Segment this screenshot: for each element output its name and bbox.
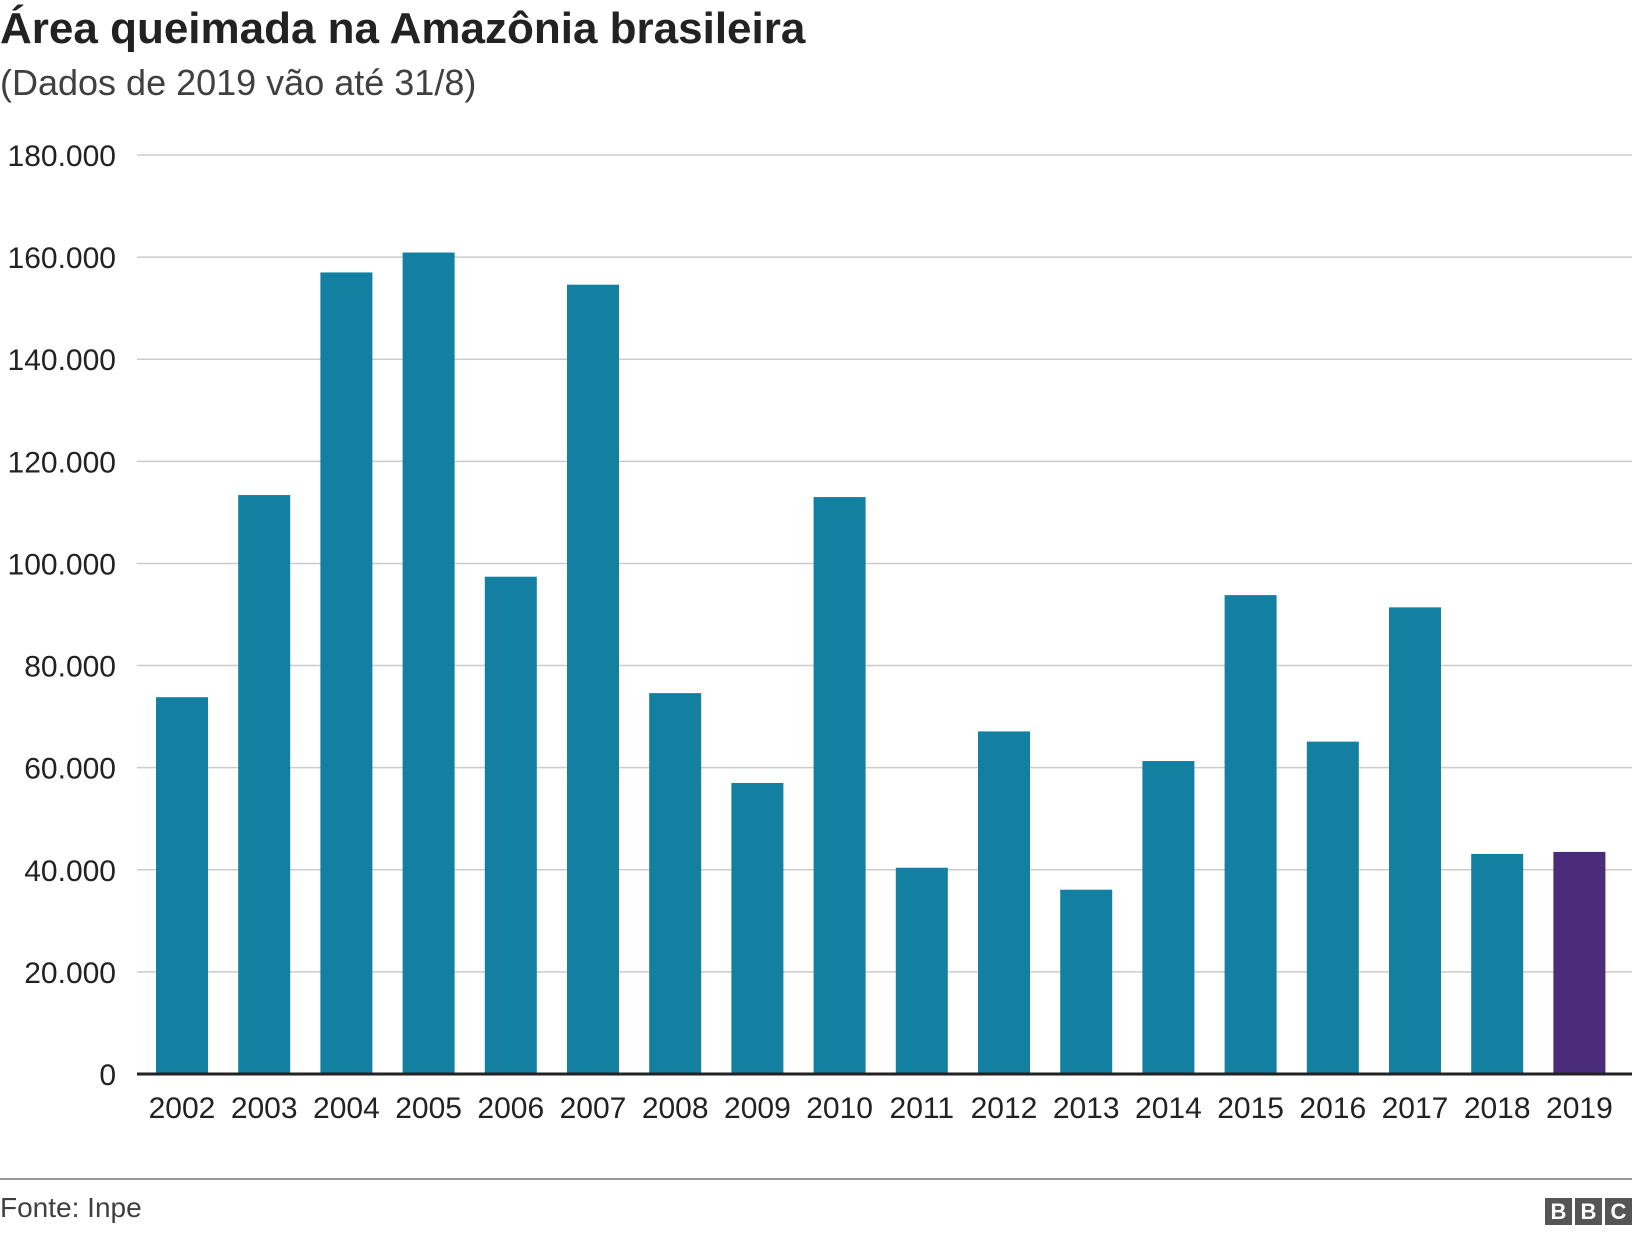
bar-2016	[1306, 741, 1359, 1074]
bar-2008	[649, 693, 702, 1074]
bar-2010	[813, 497, 866, 1074]
bar-2014	[1142, 761, 1195, 1074]
x-tick-label: 2006	[477, 1092, 544, 1125]
bbc-logo-letter: C	[1605, 1198, 1632, 1225]
bar-2002	[156, 697, 208, 1074]
bar-2011	[895, 867, 948, 1074]
x-tick-label: 2017	[1382, 1092, 1449, 1125]
x-tick-label: 2003	[231, 1092, 298, 1125]
x-tick-label: 2019	[1546, 1092, 1613, 1125]
x-tick-label: 2007	[560, 1092, 627, 1125]
x-tick-label: 2011	[890, 1092, 955, 1125]
bbc-logo-letter: B	[1575, 1198, 1602, 1225]
x-tick-label: 2002	[149, 1092, 216, 1125]
x-tick-label: 2004	[313, 1092, 380, 1125]
y-tick-label: 160.000	[8, 242, 116, 275]
x-tick-label: 2018	[1464, 1092, 1531, 1125]
y-axis-ticks: 0 20.000 40.000 60.000 80.000 100.000 120.000 1…	[8, 140, 116, 1092]
x-tick-label: 2014	[1135, 1092, 1202, 1125]
y-tick-label: 20.000	[24, 957, 116, 990]
bar-2009	[731, 782, 784, 1074]
bar-2006	[484, 576, 537, 1074]
x-tick-label: 2009	[724, 1092, 791, 1125]
bbc-logo-letter: B	[1545, 1198, 1572, 1225]
x-tick-label: 2012	[971, 1092, 1038, 1125]
y-tick-label: 40.000	[24, 855, 116, 888]
bar-2013	[1060, 889, 1113, 1074]
chart-subtitle: (Dados de 2019 vão até 31/8)	[0, 62, 477, 103]
x-tick-label: 2005	[395, 1092, 462, 1125]
x-tick-label: 2008	[642, 1092, 709, 1125]
gridlines	[137, 154, 1632, 973]
y-tick-label: 100.000	[8, 548, 116, 581]
bar-2017	[1389, 607, 1441, 1074]
y-tick-label: 80.000	[24, 651, 116, 684]
y-tick-label: 0	[99, 1059, 116, 1092]
source-label: Fonte: Inpe	[0, 1192, 142, 1223]
footer-divider	[0, 1178, 1632, 1180]
bar-2015	[1224, 595, 1277, 1074]
bar-chart: 0 20.000 40.000 60.000 80.000 100.000 120.000 1…	[8, 140, 1632, 1125]
y-tick-label: 120.000	[8, 446, 116, 479]
y-tick-label: 140.000	[8, 344, 116, 377]
y-tick-label: 60.000	[24, 753, 116, 786]
y-tick-label: 180.000	[8, 140, 116, 173]
bar-2007	[567, 284, 619, 1074]
chart-title: Área queimada na Amazônia brasileira	[0, 4, 806, 53]
x-axis-ticks: 2002 2003 2004 2005 2006 2007 2008 2009 2010 2011…	[149, 1092, 1613, 1125]
bar-2004	[320, 272, 373, 1075]
x-tick-label: 2013	[1053, 1092, 1120, 1125]
bar-2003	[238, 495, 291, 1074]
x-tick-label: 2016	[1299, 1092, 1366, 1125]
x-tick-label: 2010	[806, 1092, 873, 1125]
bar-2018	[1471, 853, 1524, 1074]
x-tick-label: 2015	[1217, 1092, 1284, 1125]
bar-2019	[1553, 851, 1606, 1074]
bars	[156, 252, 1606, 1075]
bbc-logo: B B C	[1545, 1198, 1632, 1225]
bar-2012	[978, 731, 1030, 1074]
bar-2005	[402, 252, 455, 1074]
